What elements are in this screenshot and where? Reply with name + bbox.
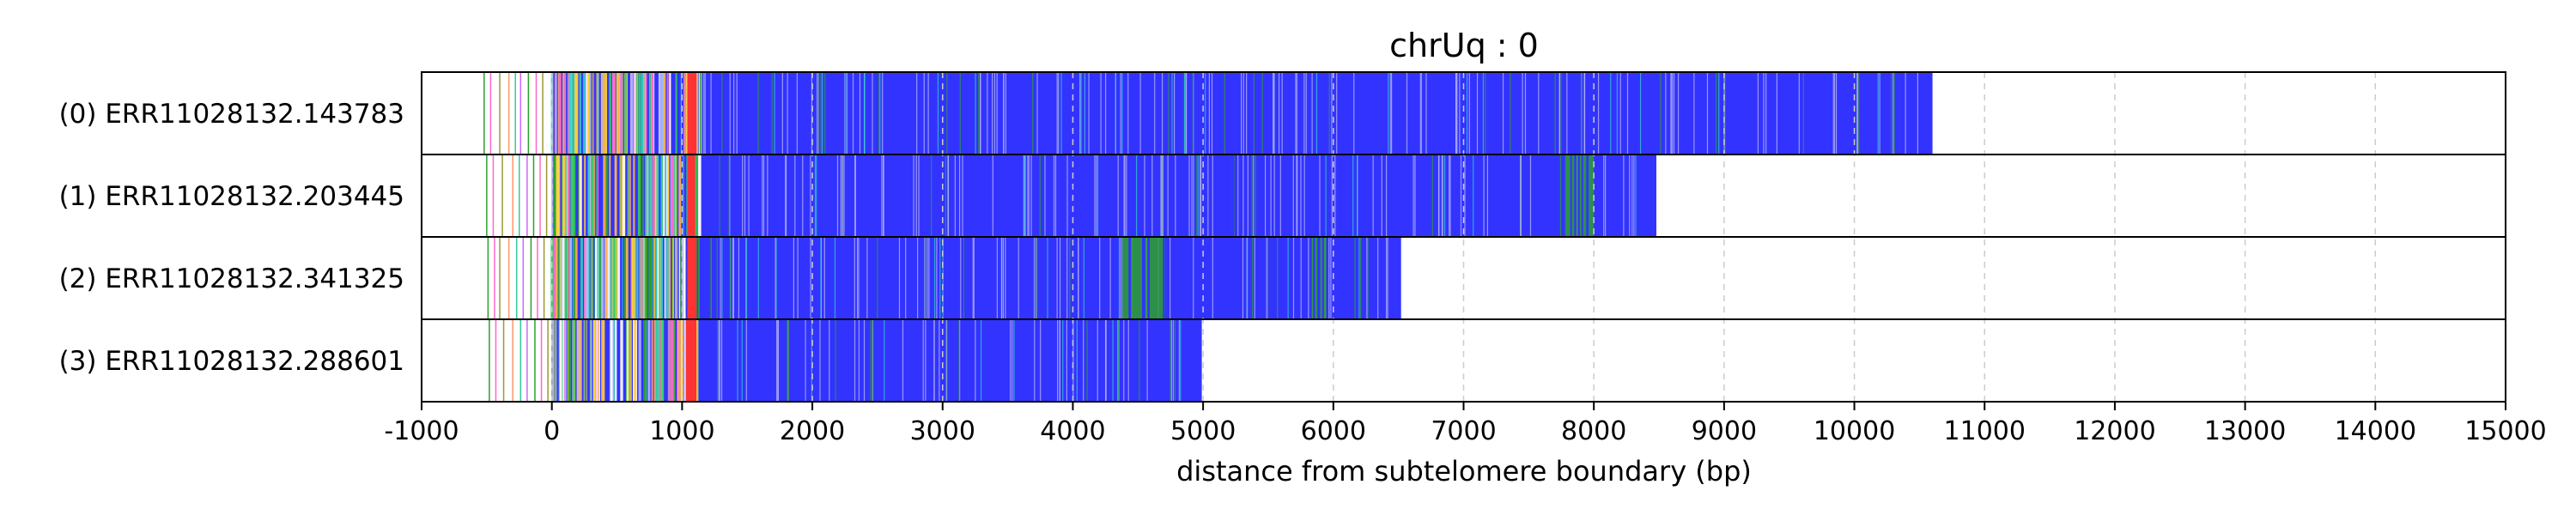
x-tick-label: 2000 (780, 416, 845, 446)
x-tick-label: 14000 (2335, 416, 2416, 446)
track-frames (421, 71, 2506, 403)
read-label: (2) ERR11028132.341325 (59, 264, 404, 294)
x-tick-label: 4000 (1040, 416, 1105, 446)
read-track-3 (489, 319, 1202, 402)
read-body (551, 72, 1933, 154)
x-tick-label: 9000 (1692, 416, 1757, 446)
read-track-0 (483, 72, 1933, 154)
x-tick-label: 10000 (1814, 416, 1895, 446)
x-tick-label: 7000 (1431, 416, 1496, 446)
read-label: (3) ERR11028132.288601 (59, 346, 404, 377)
read-band-red (687, 72, 697, 154)
x-tick-label: -1000 (384, 416, 459, 446)
read-band-red (687, 237, 697, 319)
read-band-red (685, 319, 697, 402)
read-track-1 (486, 154, 1656, 237)
x-tick-label: 11000 (1944, 416, 2026, 446)
x-tick-label: 0 (544, 416, 560, 446)
read-band-red (687, 154, 696, 237)
read-label: (1) ERR11028132.203445 (59, 181, 404, 212)
chart-title: chrUq : 0 (1389, 27, 1539, 64)
read-track-2 (487, 237, 1401, 319)
read-labels: (0) ERR11028132.143783 (1) ERR11028132.20… (59, 99, 404, 377)
read-label: (0) ERR11028132.143783 (59, 99, 404, 130)
read-tracks (483, 72, 1933, 402)
x-axis: -1000 0 1000 2000 3000 4000 5000 6000 7000 8000 90… (384, 402, 2547, 446)
x-tick-label: 12000 (2074, 416, 2155, 446)
x-tick-label: 3000 (910, 416, 975, 446)
x-tick-label: 8000 (1561, 416, 1626, 446)
x-tick-label: 15000 (2464, 416, 2546, 446)
x-tick-label: 13000 (2204, 416, 2286, 446)
x-axis-label: distance from subtelomere boundary (bp) (1176, 455, 1752, 488)
x-tick-label: 6000 (1301, 416, 1366, 446)
x-tick-label: 5000 (1170, 416, 1236, 446)
x-tick-label: 1000 (649, 416, 714, 446)
read-body (551, 154, 1656, 237)
